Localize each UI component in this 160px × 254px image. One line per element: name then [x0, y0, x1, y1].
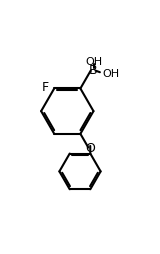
Text: OH: OH — [85, 57, 102, 67]
Text: OH: OH — [103, 69, 120, 79]
Text: F: F — [42, 81, 49, 94]
Text: B: B — [89, 64, 98, 77]
Text: O: O — [85, 142, 95, 155]
